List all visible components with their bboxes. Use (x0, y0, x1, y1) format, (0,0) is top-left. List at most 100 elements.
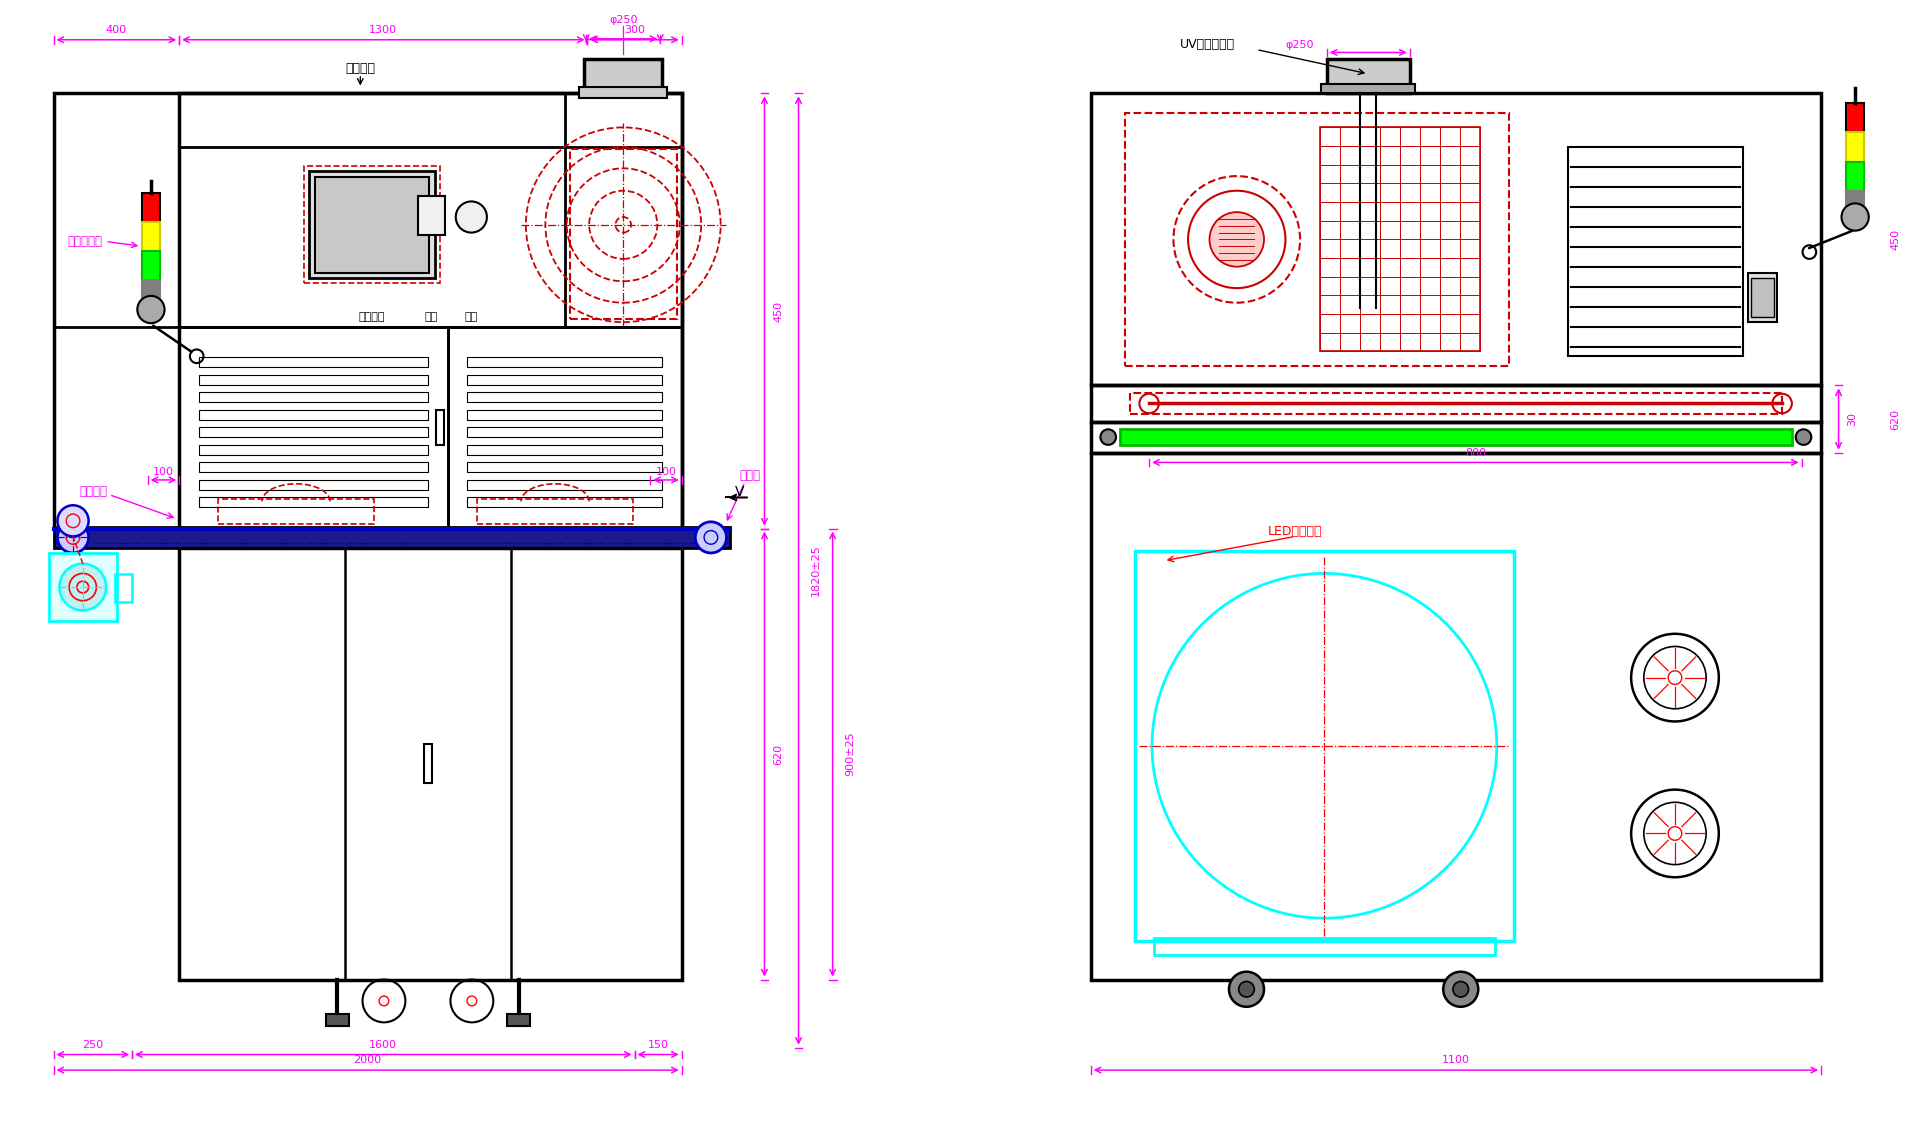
Bar (1847, 103, 1864, 133)
Text: φ250: φ250 (1286, 40, 1315, 50)
Text: 450: 450 (1889, 229, 1901, 250)
Circle shape (1453, 982, 1469, 997)
Bar (115, 574, 132, 602)
Bar (1847, 191, 1864, 215)
Bar (467, 428, 662, 437)
Circle shape (58, 522, 88, 553)
Bar (1751, 278, 1774, 318)
Bar (570, 149, 678, 319)
Text: 100: 100 (655, 468, 676, 477)
Circle shape (60, 564, 106, 611)
Bar (1091, 453, 1820, 980)
Bar (467, 375, 662, 385)
Bar (219, 499, 374, 523)
Text: 2000: 2000 (353, 1056, 382, 1066)
Bar (507, 1014, 530, 1026)
Text: V: V (735, 485, 745, 498)
Circle shape (138, 296, 165, 323)
Text: 300: 300 (624, 25, 645, 35)
Text: 控制面板: 控制面板 (346, 62, 374, 76)
Bar (142, 280, 159, 304)
Bar (309, 171, 436, 278)
Bar (1154, 938, 1496, 956)
Circle shape (1238, 982, 1254, 997)
Bar (447, 327, 682, 529)
Bar (54, 93, 682, 529)
Bar (1091, 421, 1820, 453)
Bar (142, 251, 159, 280)
Text: LED水冷系统: LED水冷系统 (1267, 526, 1323, 538)
Bar (198, 358, 428, 367)
Text: 400: 400 (106, 25, 127, 35)
Bar (198, 462, 428, 472)
Circle shape (1229, 972, 1263, 1007)
Bar (1125, 112, 1509, 365)
Circle shape (455, 201, 488, 233)
Circle shape (1100, 429, 1116, 445)
Text: 挡光板: 挡光板 (739, 469, 760, 481)
Bar (1091, 386, 1820, 421)
Text: 1100: 1100 (1442, 1056, 1471, 1066)
Bar (179, 548, 682, 980)
Bar (424, 745, 432, 783)
Circle shape (1210, 212, 1263, 267)
Bar (1321, 84, 1415, 93)
Bar (467, 410, 662, 420)
Text: 150: 150 (647, 1040, 668, 1050)
Text: 调速: 调速 (424, 312, 438, 322)
Circle shape (1841, 203, 1868, 230)
Bar (436, 411, 444, 445)
Bar (179, 93, 682, 146)
Bar (1119, 429, 1791, 445)
Bar (54, 527, 730, 548)
Bar (179, 93, 682, 529)
Text: 800: 800 (1465, 447, 1486, 457)
Bar (198, 497, 428, 507)
Circle shape (695, 522, 726, 553)
Bar (467, 358, 662, 367)
Text: 1600: 1600 (369, 1040, 397, 1050)
Bar (584, 59, 662, 93)
Bar (303, 167, 440, 284)
Bar (467, 445, 662, 455)
Bar (467, 497, 662, 507)
Text: φ250: φ250 (609, 15, 637, 25)
Bar (198, 445, 428, 455)
Bar (1091, 93, 1820, 386)
Text: 人机界面: 人机界面 (359, 312, 386, 322)
Bar (198, 393, 428, 402)
Bar (198, 480, 428, 489)
Text: 250: 250 (83, 1040, 104, 1050)
Bar (326, 1014, 349, 1026)
Bar (198, 410, 428, 420)
Bar (419, 195, 445, 235)
Bar (580, 86, 666, 99)
Text: 620: 620 (1889, 409, 1901, 430)
Bar (1747, 274, 1778, 322)
Bar (467, 462, 662, 472)
Bar (142, 193, 159, 221)
Text: UV灯排风风机: UV灯排风风机 (1181, 39, 1235, 51)
Bar (315, 177, 430, 272)
Bar (1319, 127, 1480, 352)
Bar (1847, 133, 1864, 161)
Text: 450: 450 (774, 301, 783, 321)
Text: 30: 30 (1847, 412, 1857, 426)
Bar (198, 428, 428, 437)
Text: 挡光胶皮: 挡光胶皮 (79, 485, 108, 498)
Text: 900±25: 900±25 (845, 732, 854, 776)
Text: 100: 100 (154, 468, 175, 477)
Circle shape (1444, 972, 1478, 1007)
Bar (179, 327, 447, 529)
Text: 620: 620 (774, 743, 783, 765)
Text: 急停: 急停 (465, 312, 478, 322)
Bar (48, 553, 117, 621)
Bar (1327, 59, 1409, 93)
Circle shape (1795, 429, 1811, 445)
Bar (1569, 146, 1743, 356)
Circle shape (58, 505, 88, 537)
Bar (1847, 161, 1864, 191)
Bar (467, 480, 662, 489)
Bar (142, 221, 159, 251)
Bar (478, 499, 634, 523)
